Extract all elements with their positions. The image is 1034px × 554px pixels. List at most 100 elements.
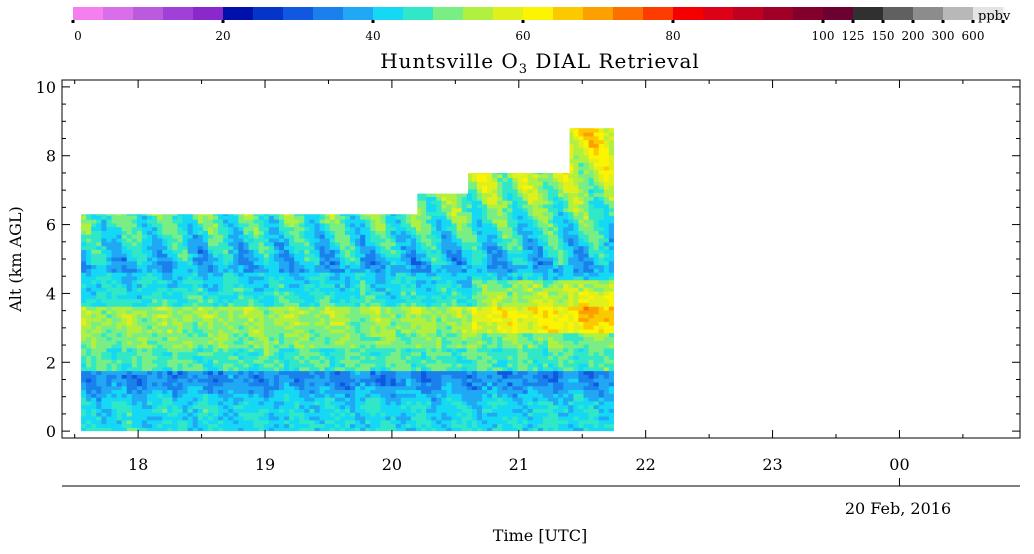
ozone-cell (263, 166, 270, 171)
ozone-cell (177, 321, 184, 326)
ozone-cell (258, 389, 265, 394)
ozone-cell (86, 169, 92, 175)
ozone-cell (187, 340, 194, 345)
ozone-cell (212, 181, 219, 186)
ozone-cell (162, 238, 168, 243)
ozone-cell (111, 381, 118, 387)
ozone-cell (258, 359, 265, 364)
ozone-cell (339, 275, 346, 281)
ozone-cell (314, 313, 321, 319)
ozone-cell (253, 370, 260, 375)
ozone-cell (385, 298, 392, 303)
ozone-cell (192, 336, 199, 341)
ozone-cell (253, 362, 260, 368)
ozone-cell (96, 245, 102, 250)
ozone-cell (167, 169, 173, 175)
ozone-cell (182, 283, 189, 288)
ozone-cell (172, 268, 179, 273)
ozone-cell (86, 181, 92, 186)
ozone-cell (284, 408, 290, 413)
ozone-cell (334, 158, 341, 163)
ozone-cell (157, 423, 163, 428)
ozone-cell (350, 279, 356, 285)
ozone-cell (360, 325, 366, 330)
ozone-cell (182, 150, 189, 156)
ozone-cell (152, 344, 158, 349)
ozone-cell (197, 359, 204, 364)
ozone-cell (207, 131, 214, 137)
ozone-cell (334, 260, 341, 266)
ozone-cell (360, 222, 366, 228)
ozone-cell (334, 427, 341, 432)
ozone-cell (192, 245, 199, 250)
ozone-cell (197, 351, 204, 356)
ozone-cell (177, 196, 184, 201)
ozone-cell (152, 128, 158, 133)
ozone-cell (197, 321, 204, 326)
ozone-cell (223, 192, 229, 197)
ozone-cell (360, 347, 366, 353)
ozone-cell (319, 158, 326, 163)
ozone-cell (126, 309, 133, 315)
ozone-cell (177, 355, 184, 360)
ozone-cell (81, 332, 87, 338)
ozone-cell (96, 287, 102, 292)
ozone-cell (380, 203, 387, 209)
ozone-cell (81, 370, 87, 375)
ozone-cell (192, 332, 199, 338)
ozone-cell (238, 260, 245, 266)
ozone-cell (116, 291, 123, 296)
ozone-cell (126, 283, 133, 288)
ozone-cell (192, 412, 199, 417)
ozone-cell (314, 302, 321, 307)
ozone-cell (121, 264, 128, 269)
ozone-cell (192, 192, 199, 197)
ozone-cell (263, 378, 270, 383)
ozone-cell (141, 283, 148, 288)
ozone-cell (136, 309, 143, 315)
ozone-cell (202, 332, 209, 338)
ozone-cell (370, 264, 377, 269)
ozone-cell (233, 128, 239, 133)
ozone-cell (192, 272, 199, 277)
ozone-cell (157, 347, 163, 353)
ozone-cell (253, 400, 260, 406)
ozone-cell (314, 283, 321, 288)
ozone-cell (344, 207, 351, 213)
ozone-cell (243, 404, 250, 409)
ozone-cell (162, 249, 168, 254)
ozone-cell (304, 415, 311, 421)
ozone-cell (182, 419, 189, 425)
ozone-cell (294, 408, 300, 413)
ozone-cell (177, 370, 184, 375)
ozone-cell (167, 268, 173, 273)
ozone-cell (248, 344, 255, 349)
ozone-cell (365, 200, 371, 205)
ozone-cell (157, 419, 163, 425)
ozone-cell (233, 298, 239, 303)
ozone-cell (324, 234, 331, 239)
ozone-cell (319, 427, 326, 432)
ozone-cell (106, 317, 113, 322)
ozone-cell (253, 219, 260, 224)
ozone-cell (96, 362, 102, 368)
ozone-cell (243, 325, 250, 330)
ozone-cell (197, 135, 204, 141)
ozone-cell (106, 215, 113, 220)
ozone-cell (207, 291, 214, 296)
ozone-cell (273, 294, 280, 300)
ozone-cell (243, 222, 250, 228)
ozone-cell (157, 381, 163, 387)
ozone-cell (152, 374, 158, 379)
ozone-cell (131, 294, 138, 300)
ozone-cell (248, 245, 255, 250)
ozone-cell (116, 359, 123, 364)
ozone-cell (223, 264, 229, 269)
ozone-cell (238, 404, 245, 409)
ozone-cell (263, 385, 270, 391)
ozone-cell (380, 154, 387, 160)
ozone-cell (238, 230, 245, 235)
ozone-cell (172, 249, 179, 254)
ozone-cell (380, 298, 387, 303)
ozone-cell (121, 294, 128, 300)
